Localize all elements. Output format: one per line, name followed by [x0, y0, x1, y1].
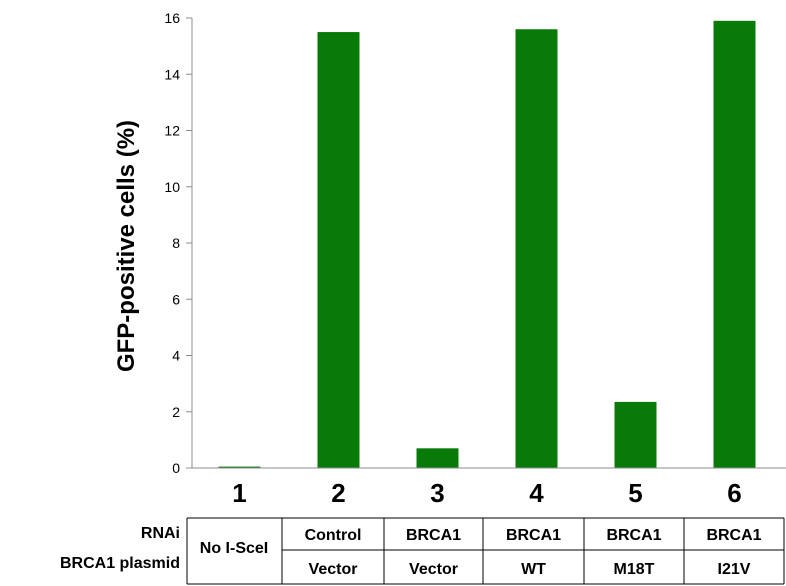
- x-category-label-3: 3: [430, 478, 444, 508]
- cell-plasmid-5: M18T: [614, 561, 655, 578]
- plot-area: [218, 20, 756, 468]
- y-tick-label-0: 0: [172, 460, 180, 476]
- bar-4: [515, 29, 558, 468]
- row-label-brca1-plasmid: BRCA1 plasmid: [60, 555, 180, 572]
- x-category-label-2: 2: [331, 478, 345, 508]
- cell-plasmid-3: Vector: [409, 561, 458, 578]
- bar-6: [713, 20, 756, 468]
- cell-rnai-2: Control: [305, 527, 362, 544]
- cell-rnai-3: BRCA1: [406, 527, 461, 544]
- cell-rnai-5: BRCA1: [606, 527, 661, 544]
- bar-5: [614, 401, 657, 468]
- cell-plasmid-4: WT: [521, 561, 546, 578]
- cell-rnai-4: BRCA1: [506, 527, 561, 544]
- cell-plasmid-6: I21V: [718, 561, 751, 578]
- y-tick-label-2: 2: [172, 404, 180, 420]
- y-axis-title: GFP-positive cells (%): [113, 120, 140, 372]
- bar-2: [317, 32, 360, 468]
- y-tick-label-10: 10: [164, 179, 180, 195]
- bar-3: [416, 448, 459, 468]
- y-tick-label-12: 12: [164, 123, 180, 139]
- y-tick-label-8: 8: [172, 235, 180, 251]
- y-tick-label-6: 6: [172, 291, 180, 307]
- cell-plasmid-2: Vector: [309, 561, 358, 578]
- y-tick-label-16: 16: [164, 10, 180, 26]
- bar-1: [218, 466, 261, 468]
- x-category-label-5: 5: [628, 478, 642, 508]
- row-label-rnai: RNAi: [141, 525, 180, 542]
- x-category-label-4: 4: [529, 478, 544, 508]
- x-category-label-1: 1: [232, 478, 246, 508]
- y-tick-label-4: 4: [172, 348, 180, 364]
- cell-rnai-6: BRCA1: [706, 527, 761, 544]
- cell-no-i-scei: No I-SceI: [200, 540, 268, 557]
- x-category-label-6: 6: [727, 478, 741, 508]
- condition-table: RNAi BRCA1 plasmid No I-SceI Control Vect…: [60, 517, 785, 585]
- y-tick-label-14: 14: [164, 66, 180, 82]
